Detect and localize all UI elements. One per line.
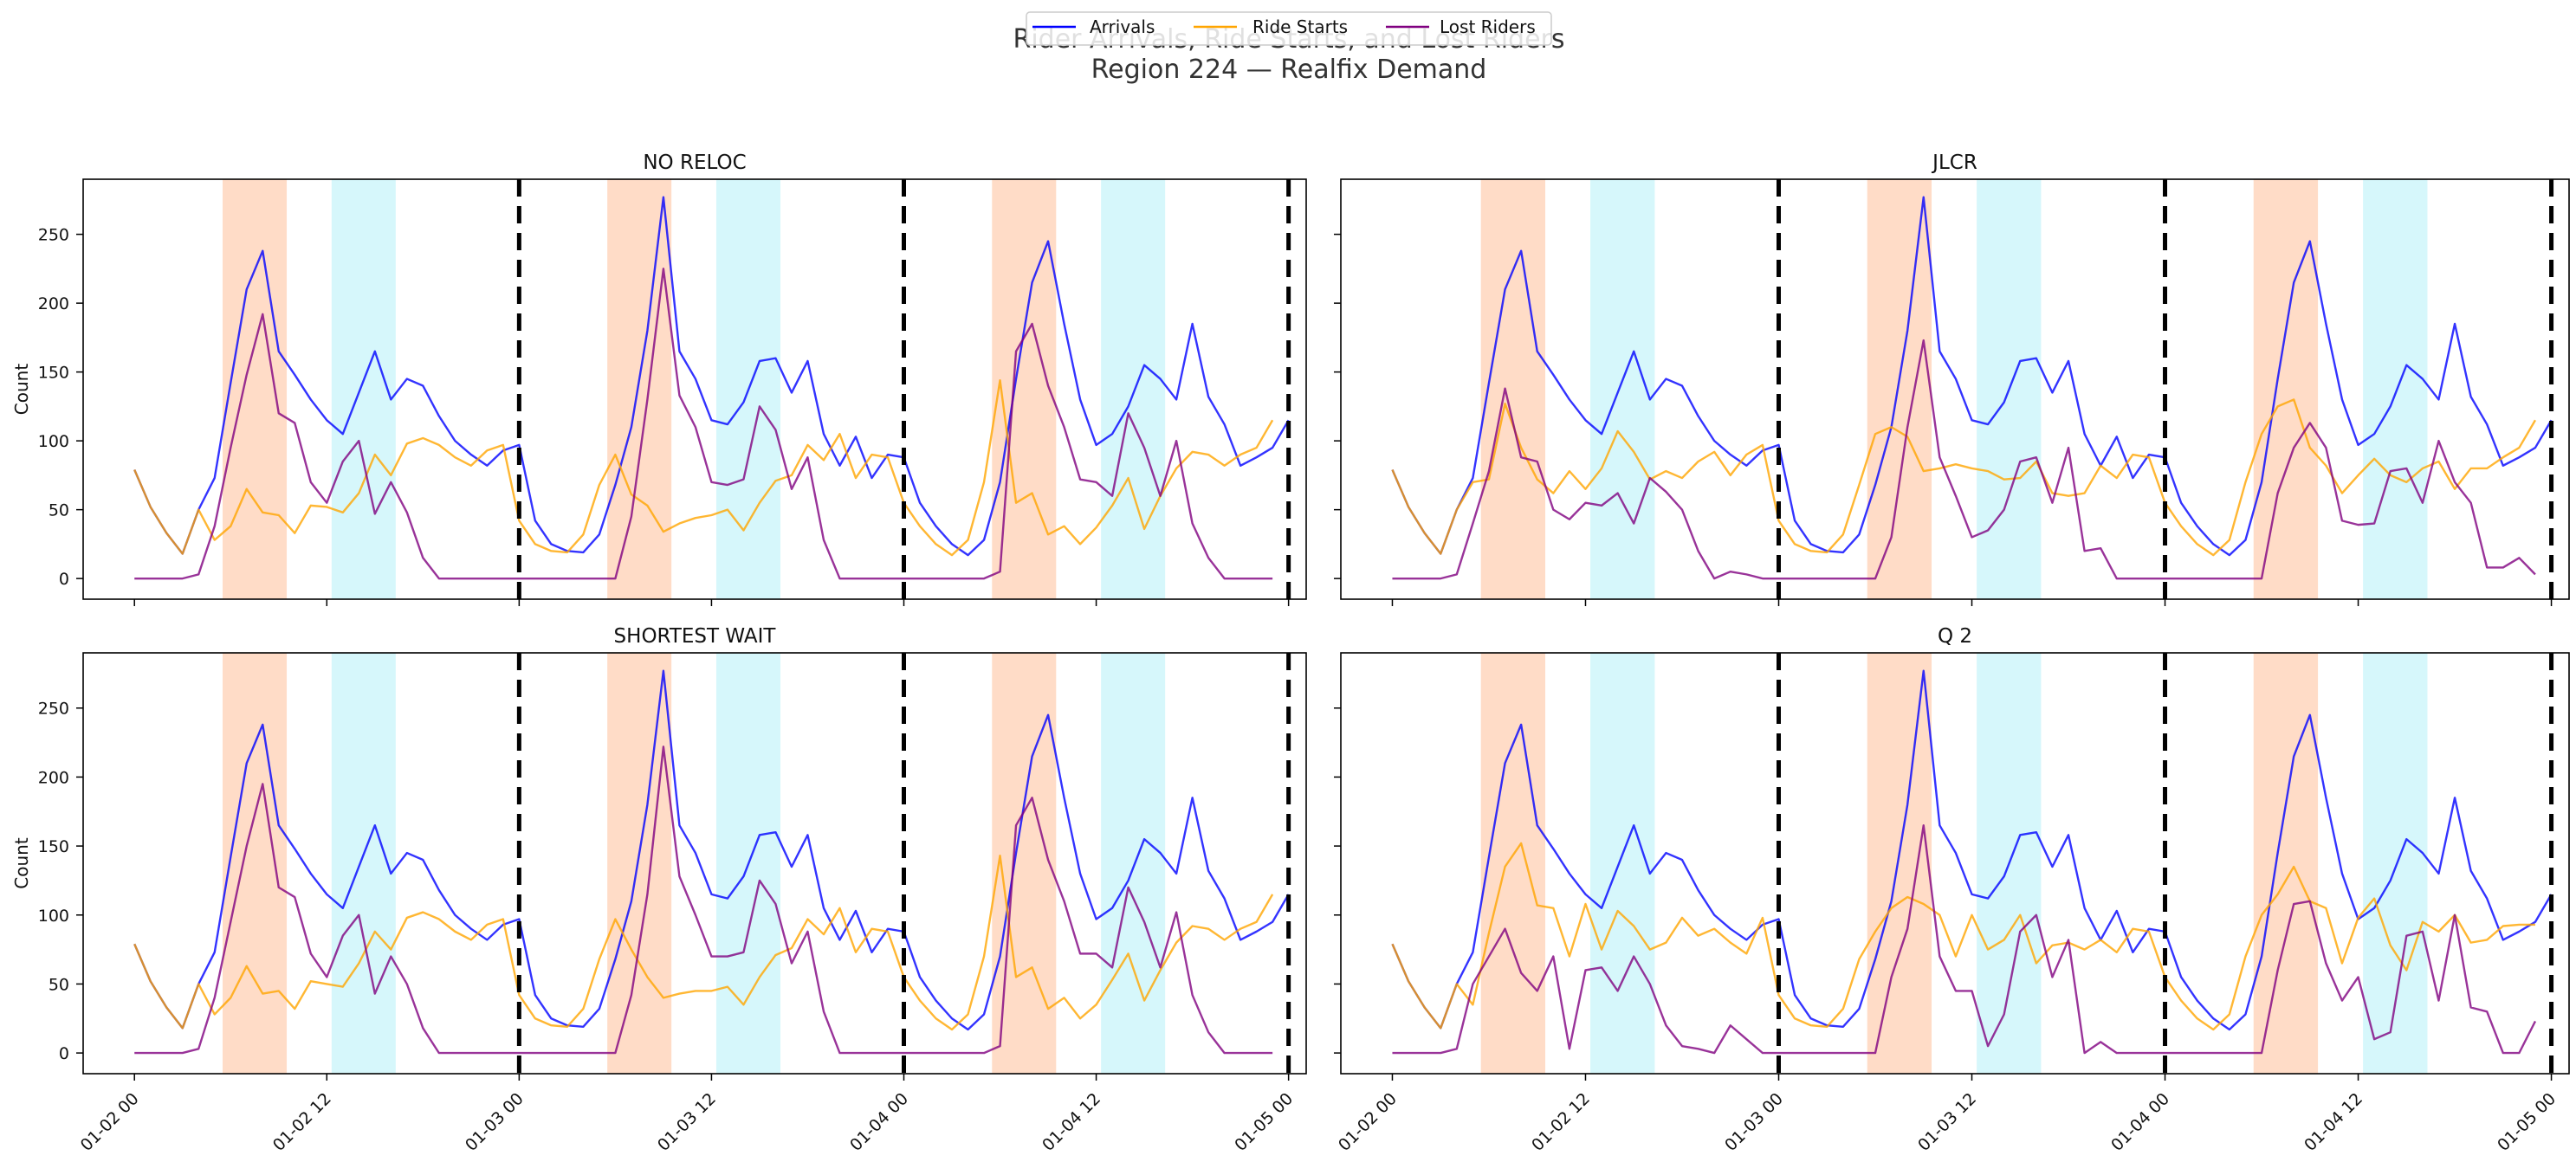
panels: NO RELOC 0 50 100 150 200 250 Count JLCR SHORTEST… [11,152,2570,1155]
x-tick-label: 01-05 00 [2494,1089,2560,1155]
y-tick-label: 150 [38,364,69,383]
panel-title: Q 2 [1938,625,1972,648]
panel-title: SHORTEST WAIT [614,625,777,648]
evening-peak-band [331,179,396,599]
x-tick-label: 01-03 00 [1721,1089,1787,1155]
x-tick-label: 01-04 12 [2301,1089,2366,1155]
series-line-lost-riders [134,746,1273,1055]
axes-frame [82,652,1307,1075]
y-tick-label: 150 [38,837,69,856]
x-tick-label: 01-03 12 [654,1089,720,1155]
evening-peak-band [1590,179,1655,599]
x-tick-label: 01-02 00 [1335,1089,1401,1155]
morning-peak-band [223,179,288,599]
series-line-ride-starts [133,855,1274,1031]
y-tick-label: 100 [38,432,69,451]
evening-peak-band [2363,653,2428,1074]
x-tick-label: 01-04 00 [846,1089,912,1155]
axes-frame [1340,652,2570,1075]
evening-peak-band [331,653,396,1074]
y-axis-label: Count [11,837,32,889]
evening-peak-band [1590,653,1655,1074]
evening-peak-band [1101,179,1166,599]
legend-label-ride-starts: Ride Starts [1252,16,1348,37]
y-axis-label: Count [11,364,32,416]
y-tick-label: 200 [38,768,69,787]
panel-title: NO RELOC [643,152,746,174]
x-tick-label: 01-05 00 [1231,1089,1297,1155]
x-tick-label: 01-03 12 [1914,1089,1980,1155]
morning-peak-band [223,653,288,1074]
y-tick-label: 250 [38,700,69,719]
panel-title: JLCR [1931,152,1977,174]
series-line-ride-starts [133,378,1274,557]
x-tick-label: 01-02 12 [269,1089,335,1155]
morning-peak-band [607,653,672,1074]
y-tick-label: 200 [38,294,69,313]
panel-2: SHORTEST WAIT 0 50 100 150 200 250 Count 01-02 0… [11,625,1307,1155]
panel-0: NO RELOC 0 50 100 150 200 250 Count [11,152,1307,606]
axes-frame [82,178,1307,600]
x-tick-label: 01-03 00 [462,1089,527,1155]
morning-peak-band [1480,653,1546,1074]
morning-peak-band [607,179,672,599]
x-tick-label: 01-04 00 [2107,1089,2173,1155]
series-line-ride-starts [1391,398,2537,557]
morning-peak-band [2253,179,2319,599]
legend-label-arrivals: Arrivals [1090,16,1155,37]
series-line-lost-riders [1392,339,2536,580]
legend-frame [1026,11,1552,46]
series-line-arrivals [133,669,1290,1031]
legend: Arrivals Ride Starts Lost Riders [1026,11,1552,46]
y-tick-label: 0 [59,570,69,589]
x-tick-label: 01-02 12 [1528,1089,1594,1155]
y-tick-label: 0 [59,1044,69,1063]
morning-peak-band [1480,179,1546,599]
x-tick-label: 01-04 12 [1039,1089,1104,1155]
y-tick-label: 250 [38,226,69,245]
evening-peak-band [2363,179,2428,599]
y-tick-label: 50 [49,501,69,520]
series-line-ride-starts [1391,842,2535,1031]
panel-1: JLCR [1334,152,2570,606]
y-tick-label: 100 [38,907,69,926]
morning-peak-band [1867,653,1932,1074]
morning-peak-band [2253,653,2319,1074]
panel-3: Q 2 01-02 00 01-02 12 01-03 00 01-03 12 01-04… [1334,625,2570,1155]
evening-peak-band [1101,653,1166,1074]
legend-label-lost-riders: Lost Riders [1440,16,1536,37]
axes-frame [1340,178,2570,600]
series-line-lost-riders [134,268,1273,580]
series-line-arrivals [133,196,1290,557]
x-tick-label: 01-02 00 [77,1089,143,1155]
y-tick-label: 50 [49,975,69,994]
series-line-lost-riders [1392,823,2537,1055]
figure-title-line2: Region 224 — Realfix Demand [1091,55,1487,85]
morning-peak-band [1867,179,1932,599]
series-line-arrivals [1391,196,2553,557]
